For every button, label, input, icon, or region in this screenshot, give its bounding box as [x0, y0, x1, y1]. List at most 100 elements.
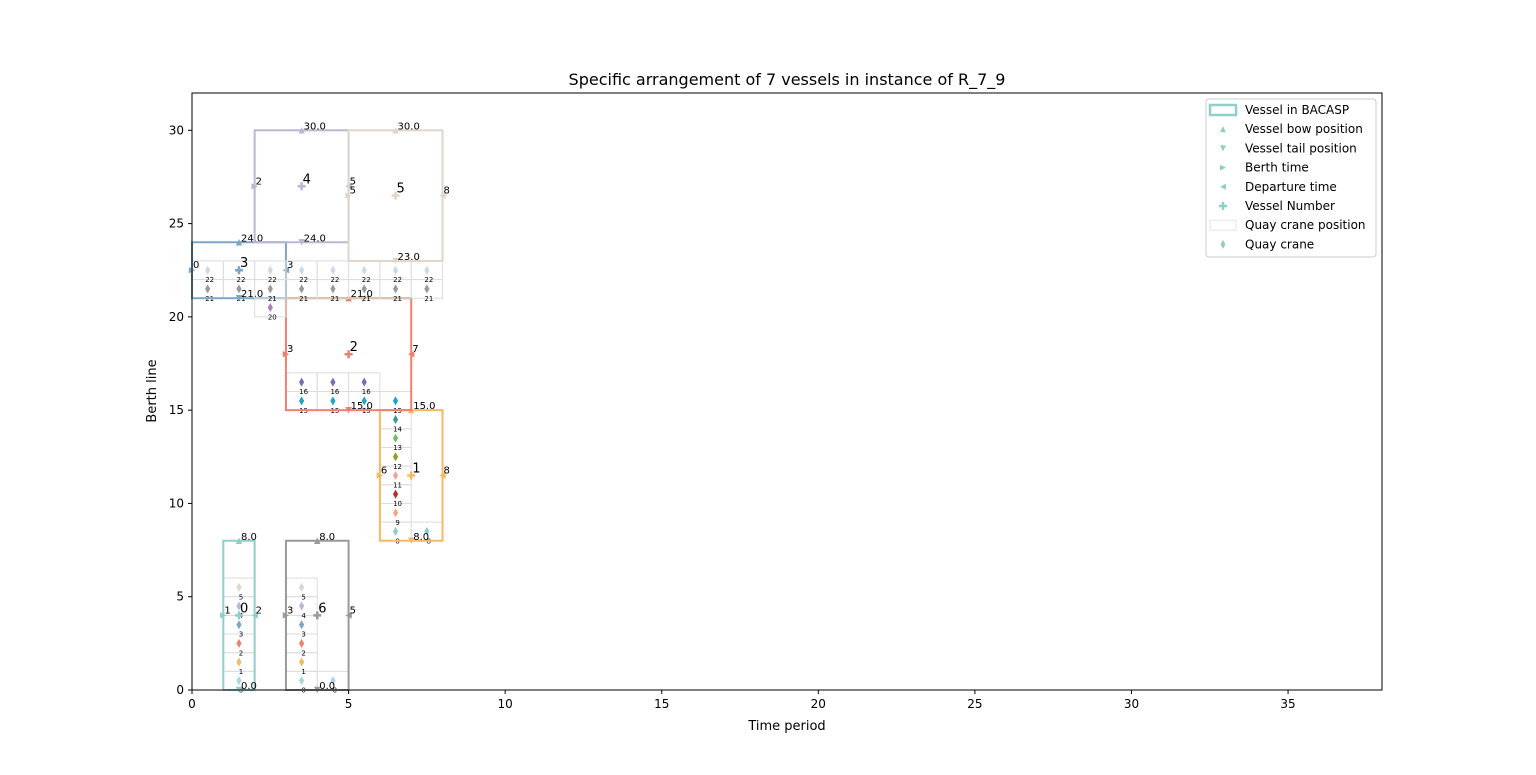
quay-crane-label: 5 — [301, 593, 305, 601]
vessel-tail-label: 0.0 — [241, 681, 257, 692]
y-axis: 0 5 10 15 20 25 30 — [169, 123, 192, 697]
departure-time-label: 8 — [444, 465, 450, 476]
vessel-number-marker — [313, 611, 322, 620]
legend-entry-label: Berth time — [1245, 161, 1309, 175]
vessel-bow-label: 15.0 — [413, 401, 435, 412]
legend-entry-label: Vessel bow position — [1245, 122, 1363, 136]
vessel-bow-label: 30.0 — [304, 121, 326, 132]
vessel-number-marker — [297, 182, 306, 191]
departure-time-marker — [345, 612, 352, 619]
vessel-5: 21 22 21 22 21 22 30.0 23.0 5 8 5 — [345, 121, 450, 303]
vessel-tail-label: 15.0 — [351, 401, 373, 412]
quay-crane-marker — [205, 284, 211, 294]
quay-crane-label: 21 — [299, 295, 308, 303]
vessel-number-label: 0 — [240, 601, 248, 616]
berth-time-label: 3 — [287, 344, 293, 355]
quay-crane-marker — [392, 396, 399, 406]
quay-crane-label: 2 — [301, 649, 305, 657]
quay-crane-marker — [361, 396, 367, 406]
legend: Vessel in BACASP Vessel bow position Vesse… — [1205, 98, 1377, 258]
quay-crane-marker — [236, 582, 242, 592]
vessel-tail-marker — [235, 295, 243, 302]
quay-crane-marker — [392, 470, 399, 480]
y-tick-label: 5 — [176, 590, 184, 604]
quay-crane-marker — [267, 265, 273, 275]
x-axis-label: Time period — [747, 719, 825, 734]
departure-time-marker — [439, 192, 446, 199]
quay-crane-label: 22 — [205, 276, 214, 284]
quay-crane-label: 10 — [393, 500, 402, 508]
vessel-number-marker — [407, 471, 416, 480]
y-tick-label: 15 — [169, 403, 184, 417]
berth-time-marker — [251, 183, 258, 190]
departure-time-label: 2 — [256, 605, 262, 616]
vessel-bow-marker — [314, 537, 321, 544]
quay-crane-label: 20 — [268, 314, 277, 322]
legend-entry-label: Departure time — [1245, 180, 1337, 194]
berth-time-marker — [376, 472, 384, 479]
quay-crane-marker — [424, 526, 430, 536]
berth-time-label: 0 — [193, 260, 199, 271]
quay-crane-label: 11 — [393, 481, 402, 489]
quay-crane-marker — [330, 396, 336, 406]
quay-crane-label: 22 — [330, 276, 339, 284]
quay-crane-label: 21 — [424, 295, 433, 303]
quay-crane-marker — [330, 265, 336, 275]
vessel-tail-label: 8.0 — [413, 532, 429, 543]
legend-swatch-bow — [1220, 126, 1226, 133]
quay-crane-label: 22 — [393, 276, 402, 284]
y-axis-label: Berth line — [145, 359, 160, 422]
y-tick-label: 30 — [169, 123, 184, 137]
legend-swatch-berth — [1220, 164, 1226, 171]
departure-time-label: 7 — [412, 344, 418, 355]
quay-crane-marker — [236, 620, 242, 630]
quay-crane-marker — [299, 657, 305, 667]
vessel-bow-label: 21.0 — [351, 289, 373, 300]
vessel-4: 21 22 21 22 21 22 30.0 24.0 2 5 4 — [251, 121, 356, 303]
quay-crane-marker — [330, 284, 336, 294]
vessel-bow-marker — [235, 239, 243, 246]
quay-crane-label: 1 — [239, 668, 243, 676]
quay-crane-label: 9 — [395, 519, 399, 527]
quay-crane-marker — [330, 676, 336, 686]
vessel-number-label: 1 — [412, 461, 420, 476]
quay-crane-marker — [361, 377, 367, 387]
quay-crane-marker — [267, 284, 273, 294]
legend-swatch-vessel — [1208, 103, 1238, 117]
quay-crane-marker — [299, 676, 305, 686]
quay-crane-label: 14 — [393, 425, 402, 433]
quay-crane-label: 21 — [330, 295, 339, 303]
quay-crane-marker — [361, 265, 367, 275]
x-tick-label: 15 — [654, 697, 669, 711]
vessel-number-marker — [391, 191, 400, 200]
vessel-tail-label: 0.0 — [319, 681, 335, 692]
x-tick-label: 20 — [811, 697, 826, 711]
quay-crane-label: 22 — [299, 276, 308, 284]
quay-crane-marker — [392, 489, 399, 499]
x-tick-label: 35 — [1280, 697, 1295, 711]
quay-crane-marker — [299, 396, 305, 406]
berth-time-label: 5 — [350, 186, 356, 197]
vessel-number-label: 2 — [350, 340, 358, 355]
x-tick-label: 0 — [188, 697, 196, 711]
quay-crane-marker — [299, 601, 305, 611]
quay-crane-marker — [392, 452, 399, 462]
quay-crane-marker — [267, 303, 273, 313]
quay-crane-marker — [424, 265, 430, 275]
plot-content: 0123458.00.0120891011121314815.08.068115… — [188, 121, 450, 695]
quay-crane-marker — [236, 676, 242, 686]
quay-crane-marker — [299, 638, 305, 648]
departure-time-marker — [439, 472, 446, 479]
quay-crane-label: 22 — [237, 276, 246, 284]
x-tick-label: 10 — [498, 697, 513, 711]
quay-crane-label: 21 — [362, 295, 371, 303]
legend-swatch-number — [1219, 202, 1227, 210]
vessel-tail-marker — [298, 239, 305, 246]
quay-crane-marker — [392, 433, 399, 443]
